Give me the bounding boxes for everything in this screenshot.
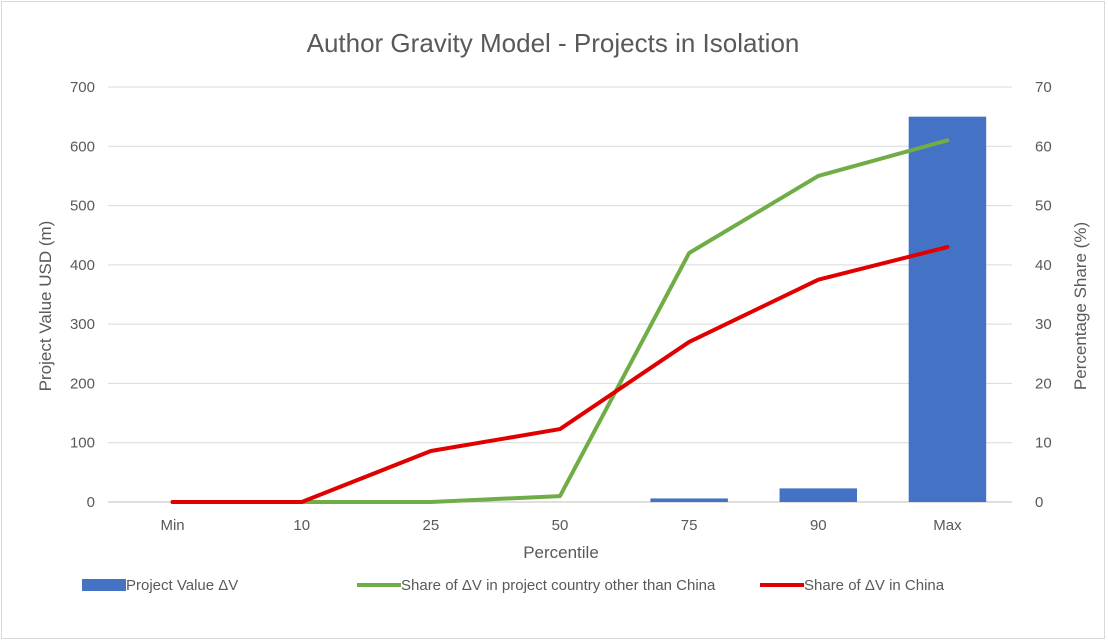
y-left-tick-label: 100 [70, 435, 95, 452]
bar [650, 498, 728, 502]
y-left-tick-label: 0 [87, 494, 95, 511]
series-line [170, 245, 950, 504]
y-right-tick-label: 40 [1035, 257, 1052, 274]
legend-label: Share of ΔV in China [804, 577, 945, 594]
y-left-tick-label: 300 [70, 316, 95, 333]
bar-series [650, 116, 987, 503]
x-tick-label: 25 [423, 517, 440, 534]
line-series [170, 138, 950, 504]
gridlines [108, 86, 1012, 503]
x-tick-label: 50 [552, 517, 569, 534]
y-right-tick-label: 50 [1035, 198, 1052, 215]
y-right-tick-label: 0 [1035, 494, 1043, 511]
y-left-tick-label: 500 [70, 198, 95, 215]
x-tick-label: 90 [810, 517, 827, 534]
chart-title: Author Gravity Model - Projects in Isola… [307, 28, 800, 58]
y-axis-left-title: Project Value USD (m) [36, 221, 55, 392]
legend-label: Project Value ΔV [126, 577, 238, 594]
x-tick-label: Min [160, 517, 184, 534]
y-left-tick-label: 600 [70, 138, 95, 155]
y-right-tick-label: 30 [1035, 316, 1052, 333]
x-axis-ticks: Min 10 25 50 75 90 Max [160, 517, 962, 534]
series-line [170, 138, 950, 504]
x-tick-label: Max [933, 517, 962, 534]
y-right-tick-label: 60 [1035, 138, 1052, 155]
right-axis-ticks: 0 10 20 30 40 50 60 70 [1035, 79, 1052, 511]
legend-label: Share of ΔV in project country other tha… [401, 577, 716, 594]
y-left-tick-label: 200 [70, 375, 95, 392]
bar [779, 488, 858, 502]
y-right-tick-label: 20 [1035, 375, 1052, 392]
x-tick-label: 10 [293, 517, 310, 534]
legend: Project Value ΔV Share of ΔV in project c… [82, 577, 945, 594]
y-right-tick-label: 70 [1035, 79, 1052, 96]
bar [908, 116, 987, 503]
y-axis-right-title: Percentage Share (%) [1071, 222, 1090, 390]
x-tick-label: 75 [681, 517, 698, 534]
left-axis-ticks: 0 100 200 300 400 500 600 700 [70, 79, 95, 511]
legend-swatch [82, 579, 126, 591]
y-left-tick-label: 400 [70, 257, 95, 274]
y-right-tick-label: 10 [1035, 435, 1052, 452]
y-left-tick-label: 700 [70, 79, 95, 96]
x-axis-title: Percentile [523, 543, 599, 562]
